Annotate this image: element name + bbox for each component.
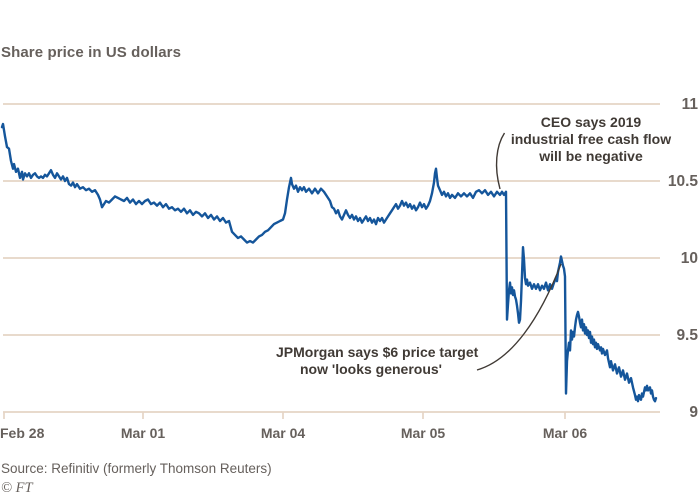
y-axis-label-9: 9 bbox=[689, 404, 698, 421]
x-axis-label-Feb 28: Feb 28 bbox=[0, 425, 45, 441]
x-axis-label-Mar 05: Mar 05 bbox=[401, 425, 446, 441]
y-axis-label-11: 11 bbox=[682, 96, 699, 113]
annotation-line: JPMorgan says $6 price target bbox=[276, 344, 479, 360]
annotation-ceo-cash-flow: CEO says 2019 industrial free cash flow … bbox=[503, 114, 679, 165]
source-credit: Source: Refinitiv (formerly Thomson Reut… bbox=[1, 461, 272, 476]
chart-subtitle: Share price in US dollars bbox=[1, 44, 182, 61]
x-axis-label-Mar 04: Mar 04 bbox=[261, 425, 306, 441]
annotation-jpmorgan-price-target: JPMorgan says $6 price target now 'looks… bbox=[276, 344, 479, 378]
y-axis-label-10: 10 bbox=[681, 250, 698, 267]
x-axis-label-Mar 01: Mar 01 bbox=[121, 425, 166, 441]
share-price-line bbox=[0, 122, 658, 403]
annotation-line: CEO says 2019 bbox=[540, 114, 642, 130]
y-axis-label-9.5: 9.5 bbox=[676, 327, 698, 344]
ceo-annotation-pointer bbox=[495, 132, 506, 190]
ft-copyright: © FT bbox=[1, 480, 33, 496]
y-axis-label-10.5: 10.5 bbox=[668, 173, 699, 190]
annotation-line: will be negative bbox=[539, 148, 643, 165]
annotation-line: industrial free cash flow bbox=[510, 131, 672, 148]
jpm-annotation-pointer bbox=[476, 263, 562, 371]
annotation-line: now 'looks generous' bbox=[299, 361, 442, 378]
x-axis-label-Mar 06: Mar 06 bbox=[543, 425, 588, 441]
